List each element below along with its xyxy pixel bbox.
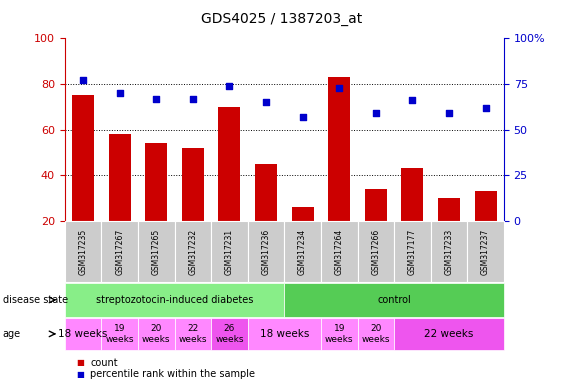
Text: 19
weeks: 19 weeks (325, 324, 354, 344)
Bar (72, 95, 94, 221)
Text: GSM317232: GSM317232 (189, 228, 197, 275)
Text: GSM317233: GSM317233 (445, 228, 453, 275)
Bar (255, 164, 277, 221)
Text: GSM317237: GSM317237 (481, 228, 490, 275)
Text: 26
weeks: 26 weeks (215, 324, 244, 344)
Point (225, 83, 234, 89)
Point (334, 84, 343, 91)
Point (188, 96, 197, 102)
Text: 20
weeks: 20 weeks (142, 324, 171, 344)
Text: percentile rank within the sample: percentile rank within the sample (90, 369, 255, 379)
Bar (292, 207, 314, 221)
Point (152, 96, 161, 102)
Text: 19
weeks: 19 weeks (105, 324, 134, 344)
Bar (218, 107, 240, 221)
Text: count: count (90, 358, 118, 368)
Bar (328, 77, 350, 221)
Text: control: control (377, 295, 411, 305)
Text: ■: ■ (76, 358, 84, 367)
Text: GSM317231: GSM317231 (225, 228, 234, 275)
Text: 22 weeks: 22 weeks (425, 329, 473, 339)
Text: GSM317235: GSM317235 (79, 228, 87, 275)
Text: GSM317177: GSM317177 (408, 228, 417, 275)
Point (481, 104, 490, 111)
Bar (475, 191, 497, 221)
Text: streptozotocin-induced diabetes: streptozotocin-induced diabetes (96, 295, 253, 305)
Point (408, 98, 417, 104)
Text: GSM317236: GSM317236 (262, 228, 270, 275)
Text: 18 weeks: 18 weeks (260, 329, 309, 339)
Point (298, 114, 307, 120)
Text: 20
weeks: 20 weeks (361, 324, 390, 344)
Bar (438, 198, 460, 221)
Point (445, 110, 454, 116)
Text: disease state: disease state (3, 295, 68, 305)
Bar (145, 143, 167, 221)
Bar (401, 168, 423, 221)
Text: GSM317267: GSM317267 (115, 228, 124, 275)
Point (261, 99, 270, 105)
Point (79, 77, 88, 83)
Text: GSM317266: GSM317266 (372, 228, 380, 275)
Text: age: age (3, 329, 21, 339)
Text: 18 weeks: 18 weeks (59, 329, 108, 339)
Text: GSM317265: GSM317265 (152, 228, 160, 275)
Text: ■: ■ (76, 370, 84, 379)
Bar (182, 148, 204, 221)
Bar (109, 134, 131, 221)
Bar (365, 189, 387, 221)
Text: GSM317234: GSM317234 (298, 228, 307, 275)
Text: GSM317264: GSM317264 (335, 228, 343, 275)
Point (115, 90, 124, 96)
Text: GDS4025 / 1387203_at: GDS4025 / 1387203_at (201, 12, 362, 25)
Text: 22
weeks: 22 weeks (178, 324, 207, 344)
Point (372, 110, 381, 116)
